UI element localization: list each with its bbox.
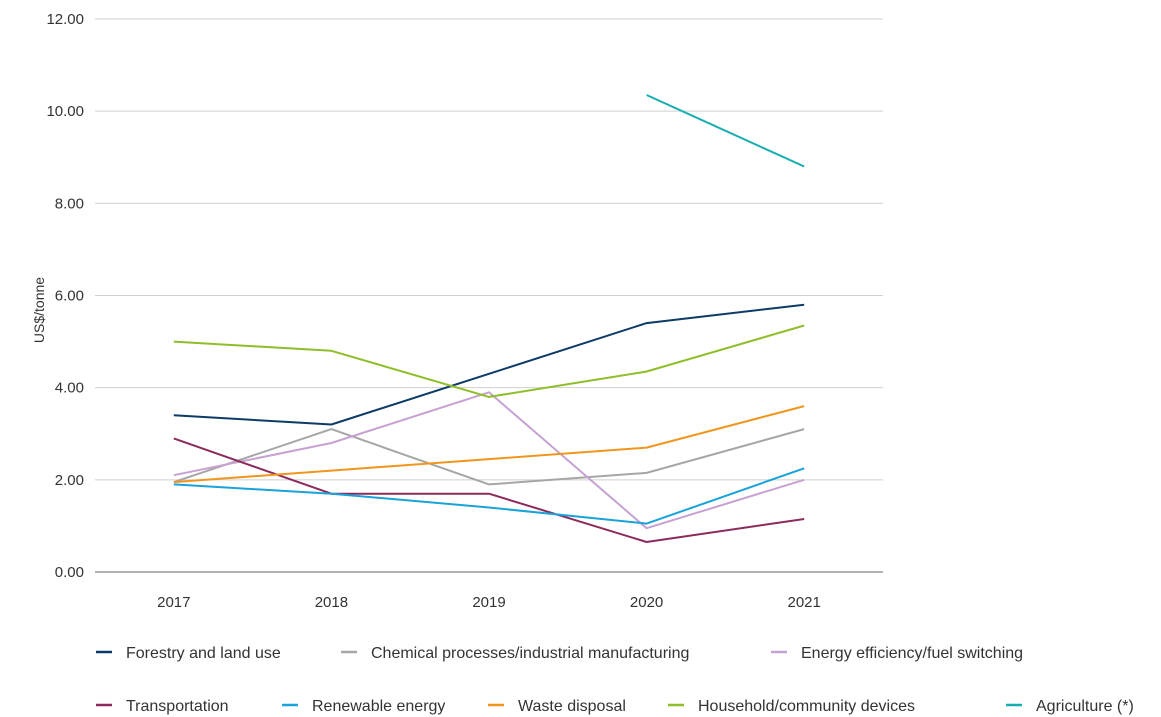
x-tick-label: 2019 (472, 594, 505, 611)
legend-item: Renewable energy (282, 698, 445, 715)
y-tick-label: 2.00 (55, 472, 84, 489)
legend-label: Waste disposal (518, 698, 626, 715)
y-tick-label: 8.00 (55, 195, 84, 212)
legend-item: Transportation (96, 698, 229, 715)
series-line (173, 324, 805, 398)
series-line (173, 303, 805, 426)
series-line (173, 467, 805, 525)
series-line (646, 94, 805, 168)
series-line (173, 428, 805, 486)
y-tick-label: 6.00 (55, 288, 84, 305)
x-tick-label: 2018 (315, 594, 348, 611)
legend-item: Waste disposal (488, 698, 626, 715)
series-line (173, 405, 805, 484)
legend-item: Household/community devices (668, 698, 915, 715)
legend-label: Forestry and land use (126, 645, 281, 662)
legend: Forestry and land use Chemical processes/… (96, 645, 1134, 715)
legend-label: Energy efficiency/fuel switching (801, 645, 1023, 662)
y-axis-label: US$/tonne (31, 277, 47, 343)
y-tick-label: 10.00 (46, 103, 84, 120)
legend-label: Chemical processes/industrial manufactur… (371, 645, 689, 662)
series-line (173, 391, 805, 530)
legend-item: Energy efficiency/fuel switching (771, 645, 1023, 662)
legend-label: Household/community devices (698, 698, 915, 715)
y-tick-label: 4.00 (55, 380, 84, 397)
x-axis-ticks: 2017 2018 2019 2020 2021 (157, 594, 821, 611)
y-tick-label: 0.00 (55, 564, 84, 581)
legend-item: Forestry and land use (96, 645, 281, 662)
y-axis-ticks: 0.00 2.00 4.00 6.00 8.00 10.00 12.00 (46, 11, 84, 581)
series-lines (173, 94, 805, 543)
x-tick-label: 2021 (788, 594, 821, 611)
gridlines (95, 18, 883, 573)
legend-label: Renewable energy (312, 698, 445, 715)
legend-label: Agriculture (*) (1036, 698, 1134, 715)
x-tick-label: 2017 (157, 594, 190, 611)
legend-item: Agriculture (*) (1006, 698, 1134, 715)
legend-label: Transportation (126, 698, 229, 715)
legend-item: Chemical processes/industrial manufactur… (341, 645, 689, 662)
x-tick-label: 2020 (630, 594, 663, 611)
y-tick-label: 12.00 (46, 11, 84, 28)
